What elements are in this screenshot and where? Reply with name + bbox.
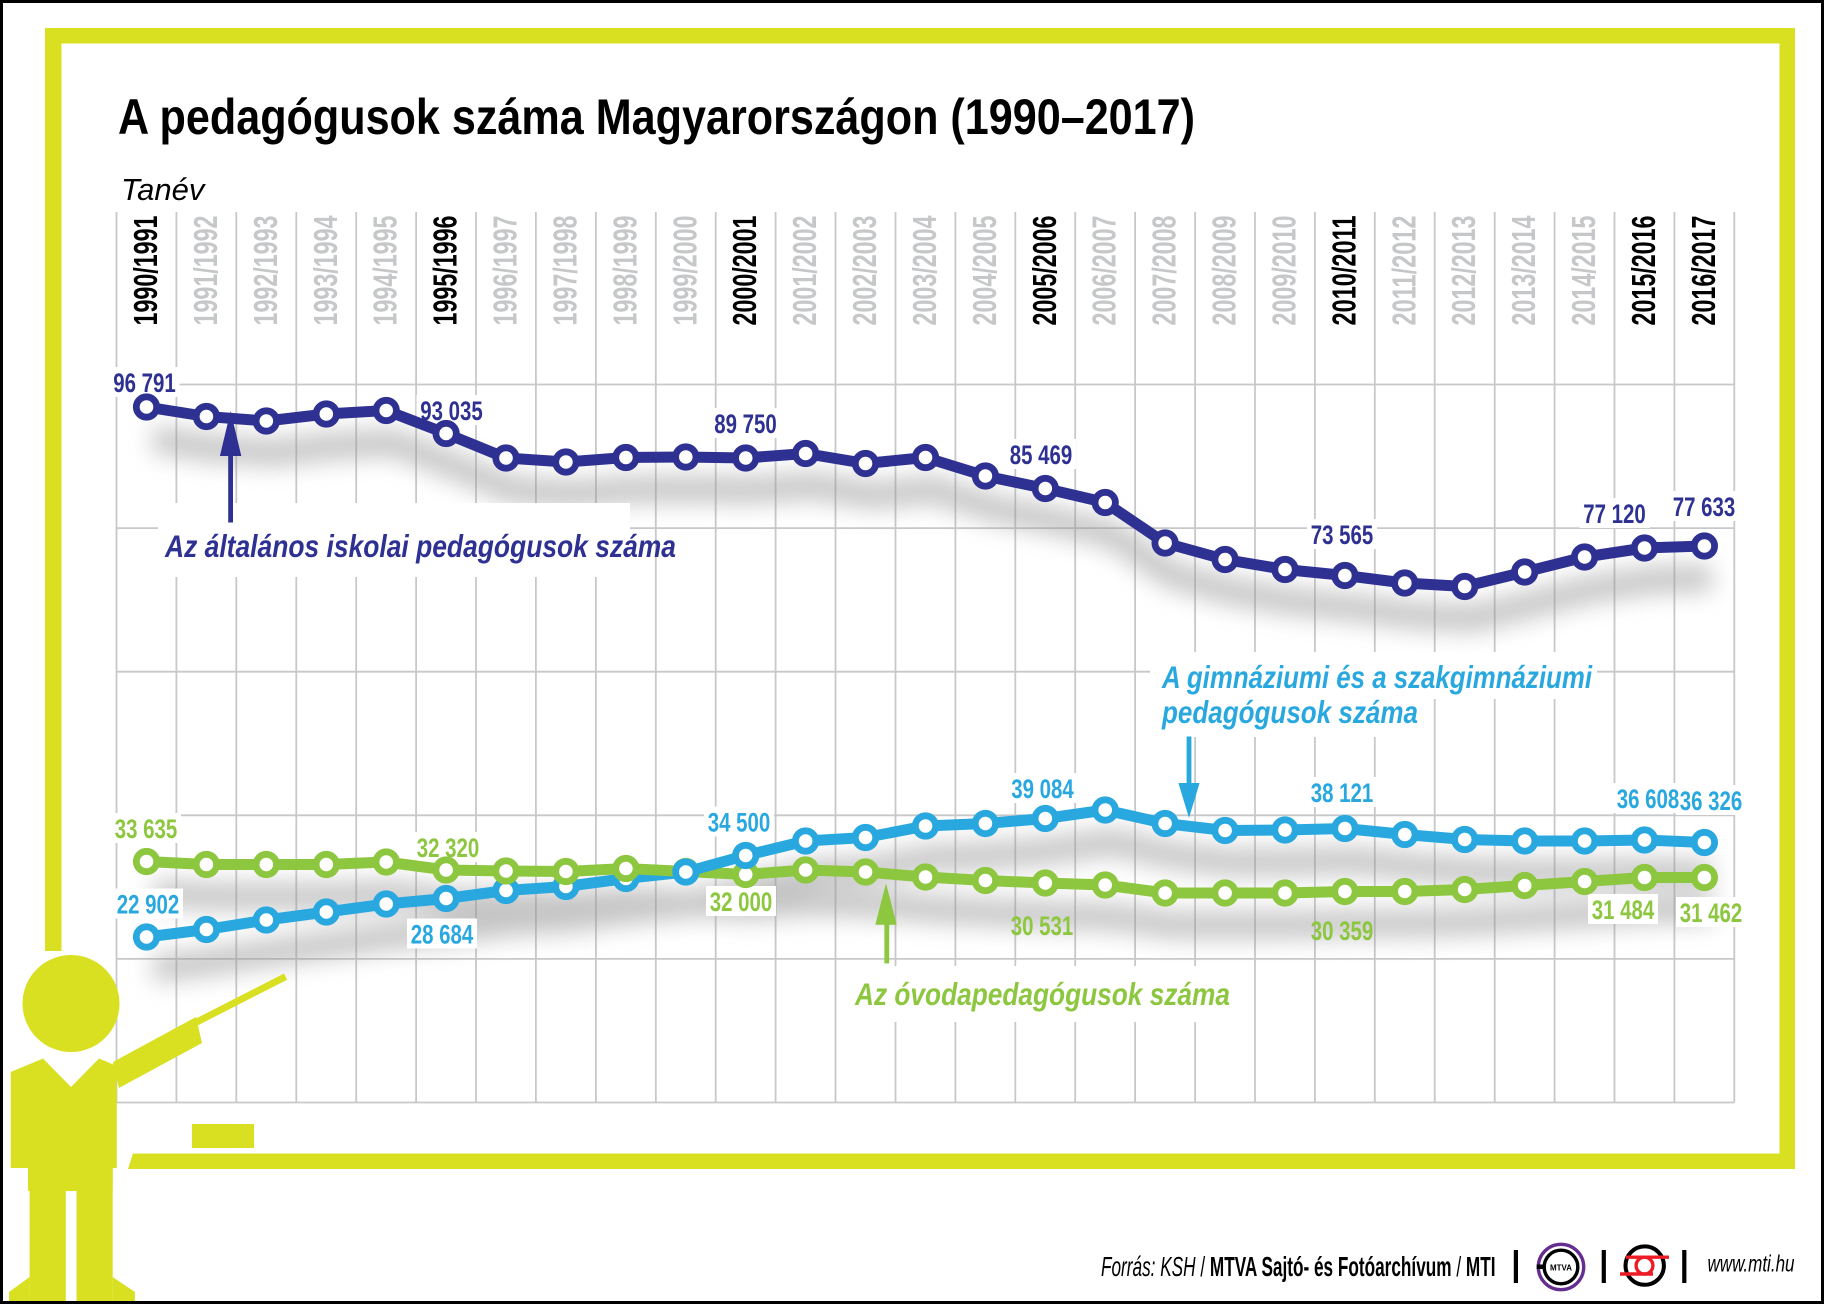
svg-text:Az óvodapedagógusok száma: Az óvodapedagógusok száma [854,976,1230,1012]
svg-text:2000/2001: 2000/2001 [726,216,763,326]
svg-text:1996/1997: 1996/1997 [487,216,524,326]
svg-text:34 500: 34 500 [708,808,771,838]
svg-text:77 120: 77 120 [1583,499,1646,529]
svg-text:38 121: 38 121 [1311,778,1374,808]
svg-text:28 684: 28 684 [411,920,474,950]
svg-text:32 000: 32 000 [710,887,773,917]
svg-text:2015/2016: 2015/2016 [1625,216,1662,326]
svg-text:2009/2010: 2009/2010 [1266,216,1303,326]
svg-text:2003/2004: 2003/2004 [906,215,943,325]
svg-text:36 326: 36 326 [1680,786,1743,816]
svg-text:39 084: 39 084 [1011,774,1074,804]
svg-text:31 462: 31 462 [1680,898,1743,928]
svg-text:36 608: 36 608 [1617,784,1680,814]
svg-text:1992/1993: 1992/1993 [247,216,284,326]
svg-text:2013/2014: 2013/2014 [1505,215,1542,325]
svg-text:85 469: 85 469 [1010,440,1073,470]
svg-text:1998/1999: 1998/1999 [606,216,643,326]
svg-text:pedagógusok száma: pedagógusok száma [1161,694,1418,730]
svg-text:2004/2005: 2004/2005 [966,216,1003,326]
svg-text:www.mti.hu: www.mti.hu [1708,1251,1795,1277]
svg-text:1999/2000: 1999/2000 [666,216,703,326]
svg-text:93 035: 93 035 [420,396,483,426]
svg-text:1993/1994: 1993/1994 [307,215,344,325]
svg-text:32 320: 32 320 [417,833,480,863]
svg-text:33 635: 33 635 [115,814,178,844]
svg-text:1994/1995: 1994/1995 [367,216,404,326]
svg-text:2005/2006: 2005/2006 [1026,216,1063,326]
svg-text:Forrás: KSH / MTVA Sajtó- és F: Forrás: KSH / MTVA Sajtó- és Fotóarchívu… [1101,1251,1496,1282]
svg-text:96 791: 96 791 [113,368,176,398]
svg-text:2001/2002: 2001/2002 [786,216,823,326]
svg-text:2002/2003: 2002/2003 [846,216,883,326]
svg-text:31 484: 31 484 [1592,895,1655,925]
svg-text:89 750: 89 750 [714,409,777,439]
svg-text:2014/2015: 2014/2015 [1565,216,1602,326]
svg-text:1991/1992: 1991/1992 [187,216,224,326]
svg-text:22 902: 22 902 [117,890,180,920]
svg-text:30 359: 30 359 [1311,916,1374,946]
svg-text:Tanév: Tanév [121,172,206,207]
svg-text:MTVA: MTVA [1550,1263,1572,1273]
svg-text:2008/2009: 2008/2009 [1206,216,1243,326]
svg-text:Az általános iskolai pedagógus: Az általános iskolai pedagógusok száma [164,528,676,564]
svg-text:A pedagógusok száma Magyarorsz: A pedagógusok száma Magyarországon (1990… [118,89,1195,145]
svg-text:A gimnáziumi és a szakgimnáziu: A gimnáziumi és a szakgimnáziumi [1161,659,1593,695]
svg-text:30 531: 30 531 [1011,911,1074,941]
svg-text:1990/1991: 1990/1991 [127,216,164,326]
svg-text:77 633: 77 633 [1673,492,1736,522]
svg-text:1997/1998: 1997/1998 [546,216,583,326]
svg-text:1995/1996: 1995/1996 [427,216,464,326]
svg-text:2010/2011: 2010/2011 [1325,216,1362,326]
svg-text:2011/2012: 2011/2012 [1385,216,1422,326]
svg-text:2016/2017: 2016/2017 [1685,216,1722,326]
svg-text:2006/2007: 2006/2007 [1086,216,1123,326]
svg-text:2012/2013: 2012/2013 [1445,216,1482,326]
svg-text:73 565: 73 565 [1311,520,1374,550]
svg-text:2007/2008: 2007/2008 [1146,216,1183,326]
